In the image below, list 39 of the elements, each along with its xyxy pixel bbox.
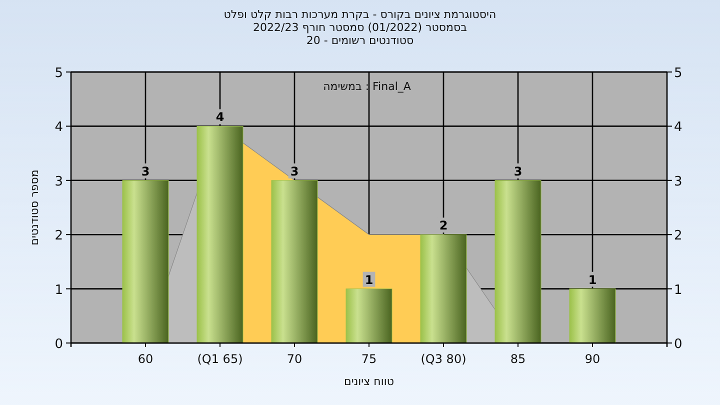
- chart-title: היסטוגרמת ציונים בקורס - בקרת מערכות רבות קלט ופלט: [222, 8, 498, 21]
- y2-tick-label: 3: [674, 174, 682, 190]
- y-tick-label: 1: [54, 282, 63, 298]
- y-tick-label: 5: [54, 66, 63, 81]
- y-axis-title: מספר סטודנטים: [28, 170, 41, 246]
- x-tick-label: 70: [286, 352, 302, 366]
- x-tick-label: 60: [138, 352, 154, 366]
- chart-subtitle: בסמסטר (01/2022) סמסטר חורף 2022/23: [252, 21, 468, 34]
- data-label: 2: [439, 218, 448, 233]
- y-tick-label: 4: [54, 120, 63, 136]
- y2-tick-label: 0: [674, 337, 682, 352]
- x-tick-label: 85: [510, 352, 526, 366]
- data-label: 4: [216, 110, 224, 124]
- bar: [346, 288, 392, 344]
- bar: [420, 234, 467, 344]
- y2-tick-label: 4: [674, 120, 682, 136]
- data-label: 1: [588, 272, 597, 287]
- y-tick-label: 3: [54, 174, 63, 190]
- data-label: 3: [514, 164, 522, 178]
- x-tick-label: (Q1 65): [197, 352, 243, 366]
- y2-tick-label: 5: [674, 66, 682, 81]
- bar: [122, 180, 169, 344]
- y2-tick-label: 2: [674, 228, 682, 244]
- bar: [271, 180, 318, 344]
- data-label: 1: [364, 272, 374, 287]
- bar: [196, 126, 244, 344]
- annotation: במשימה : Final_A: [323, 80, 412, 93]
- x-tick-label: (Q3 80): [420, 352, 466, 366]
- y-tick-label: 0: [54, 337, 63, 352]
- bar: [569, 288, 616, 344]
- text: סטודנטים רשומים - 20: [305, 34, 415, 47]
- y-tick-label: 2: [54, 228, 63, 244]
- x-axis-title: טווח ציונים: [344, 375, 394, 388]
- data-label: 3: [141, 164, 150, 178]
- data-label: 3: [290, 164, 299, 178]
- x-tick-label: 90: [584, 352, 600, 366]
- x-tick-label: 75: [361, 352, 377, 366]
- bar: [494, 180, 542, 344]
- y2-tick-label: 1: [674, 282, 682, 298]
